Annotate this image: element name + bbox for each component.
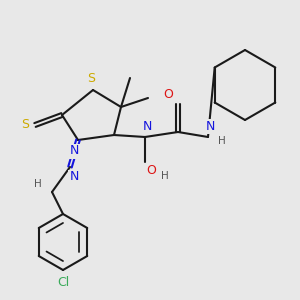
Text: N: N <box>69 145 79 158</box>
Text: H: H <box>34 179 42 189</box>
Text: N: N <box>69 170 79 184</box>
Text: N: N <box>205 119 215 133</box>
Text: Cl: Cl <box>57 277 69 290</box>
Text: N: N <box>142 119 152 133</box>
Text: S: S <box>21 118 29 131</box>
Text: O: O <box>163 88 173 100</box>
Text: O: O <box>146 164 156 176</box>
Text: H: H <box>161 171 169 181</box>
Text: H: H <box>218 136 226 146</box>
Text: S: S <box>87 71 95 85</box>
